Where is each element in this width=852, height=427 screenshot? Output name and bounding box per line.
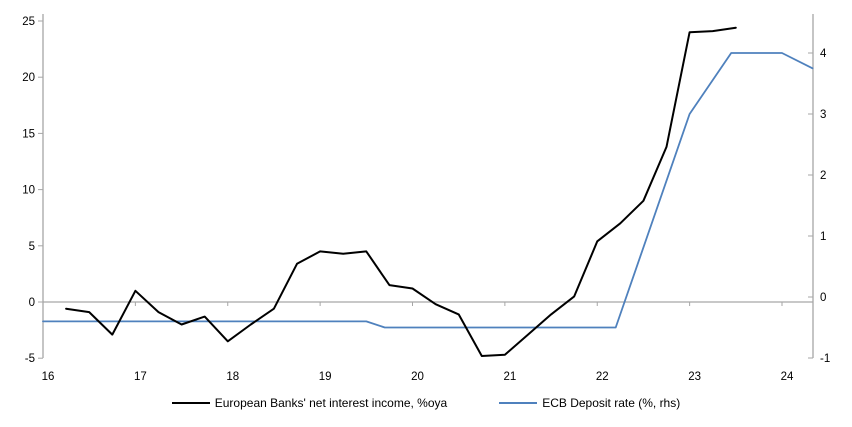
- series-line-net-interest-income: [65, 26, 737, 357]
- x-axis-tick-label: 22: [596, 371, 609, 383]
- left-axis-tick-label: 0: [29, 297, 35, 309]
- right-axis-tick-label: 4: [820, 48, 827, 60]
- right-axis-tick-label: 3: [820, 109, 826, 121]
- left-axis-tick-label: 10: [22, 185, 35, 197]
- right-axis-tick-label: 1: [820, 231, 826, 243]
- legend: European Banks' net interest income, %oy…: [0, 396, 852, 410]
- legend-label-ecb-deposit-rate: ECB Deposit rate (%, rhs): [542, 396, 681, 410]
- x-axis-tick-label: 20: [411, 371, 424, 383]
- x-axis-tick-label: 17: [134, 371, 147, 383]
- x-axis-tick-label: 21: [503, 371, 516, 383]
- right-axis-tick-label: -1: [820, 353, 830, 365]
- x-axis-tick-label: 24: [781, 371, 794, 383]
- x-axis-tick-label: 23: [688, 371, 701, 383]
- left-axis-tick-label: -5: [25, 353, 35, 365]
- legend-line-swatch-blue: [499, 402, 538, 404]
- right-axis-tick-label: 2: [820, 170, 826, 182]
- legend-item-net-interest-income: European Banks' net interest income, %oy…: [171, 396, 448, 410]
- legend-line-swatch-black: [171, 402, 210, 404]
- left-axis-tick-label: 15: [22, 128, 35, 140]
- left-axis-tick-label: 20: [22, 72, 35, 84]
- x-axis-tick-label: 19: [319, 371, 332, 383]
- right-axis-tick-label: 0: [820, 292, 826, 304]
- series-line-ecb-deposit-rate: [42, 52, 814, 329]
- legend-item-ecb-deposit-rate: ECB Deposit rate (%, rhs): [499, 396, 680, 410]
- left-axis-tick-label: 25: [22, 16, 35, 28]
- legend-label-net-interest-income: European Banks' net interest income, %oy…: [214, 396, 448, 410]
- x-axis-tick-label: 18: [226, 371, 239, 383]
- x-axis-tick-label: 16: [42, 371, 55, 383]
- left-axis-tick-label: 5: [29, 241, 35, 253]
